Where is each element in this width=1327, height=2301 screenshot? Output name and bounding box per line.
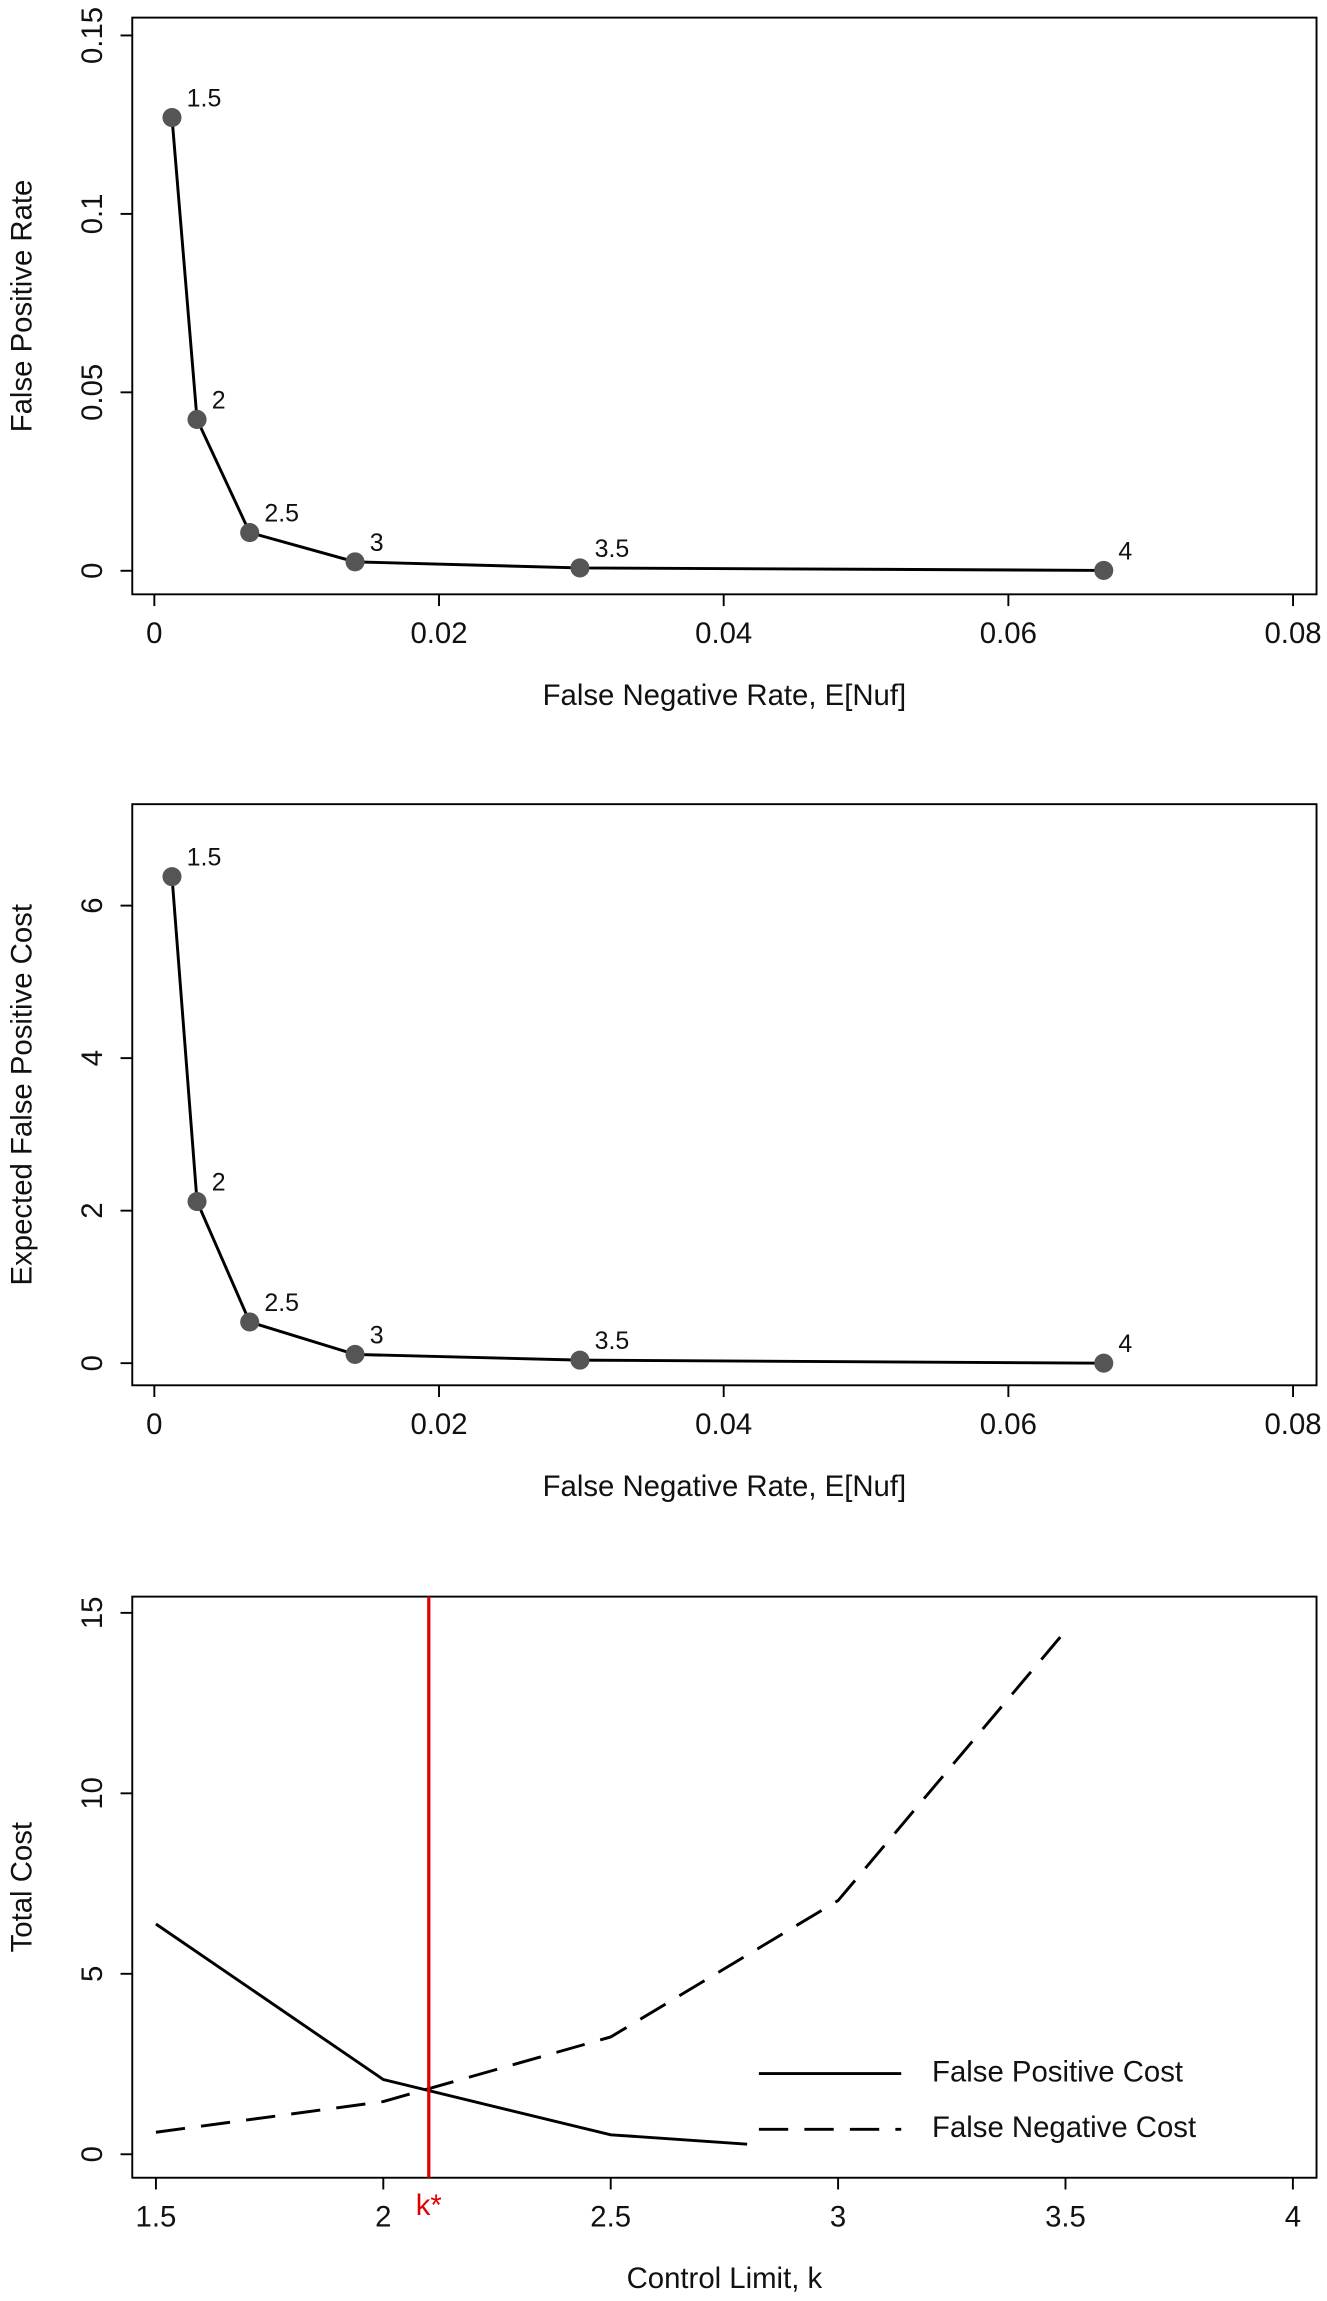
- point-label: 2.5: [264, 500, 299, 528]
- point-label: 3.5: [595, 535, 630, 563]
- point-label: 2: [212, 1168, 226, 1196]
- data-point: [162, 867, 182, 887]
- y-tick-label: 0: [76, 563, 109, 579]
- data-point: [162, 107, 182, 128]
- data-point: [570, 558, 590, 578]
- x-tick-label: 0.02: [410, 617, 467, 650]
- x-tick-label: 0: [146, 1408, 162, 1441]
- data-point: [1094, 1353, 1114, 1373]
- y-axis-label: Total Cost: [5, 1822, 38, 1952]
- y-tick-label: 15: [76, 1597, 109, 1630]
- plot-frame: [131, 803, 1318, 1387]
- legend-label: False Negative Cost: [932, 2111, 1196, 2144]
- y-axis-label: Expected False Positive Cost: [5, 904, 38, 1285]
- x-tick-label: 3: [830, 2201, 846, 2234]
- reference-label: k*: [416, 2189, 442, 2222]
- data-point: [187, 409, 207, 429]
- legend-label: False Positive Cost: [932, 2055, 1183, 2088]
- data-point: [345, 552, 365, 572]
- point-label: 3: [370, 529, 384, 557]
- data-point: [240, 1312, 260, 1332]
- y-tick-label: 0: [76, 1355, 109, 1371]
- y-axis-label: False Positive Rate: [5, 180, 38, 433]
- data-line: [170, 117, 1104, 572]
- x-tick-label: 1.5: [136, 2201, 177, 2234]
- x-tick-label: 2: [375, 2201, 391, 2234]
- x-axis-label: False Negative Rate, E[Nuf]: [543, 1470, 907, 1503]
- y-tick-label: 10: [76, 1777, 109, 1810]
- x-tick-label: 0.06: [980, 617, 1037, 650]
- point-label: 2.5: [264, 1289, 299, 1317]
- y-tick-label: 0: [76, 2146, 109, 2162]
- y-tick-label: 4: [76, 1050, 109, 1066]
- point-label: 2: [212, 386, 226, 414]
- data-line: [155, 1629, 1067, 2134]
- data-point: [187, 1191, 207, 1212]
- data-point: [570, 1350, 590, 1370]
- x-axis-label: Control Limit, k: [627, 2262, 823, 2295]
- y-tick-label: 5: [76, 1966, 109, 1982]
- point-label: 1.5: [187, 844, 222, 872]
- x-tick-label: 4: [1285, 2201, 1301, 2234]
- x-tick-label: 2.5: [590, 2201, 631, 2234]
- x-axis-label: False Negative Rate, E[Nuf]: [543, 679, 907, 712]
- plot-frame: [131, 16, 1318, 596]
- point-label: 4: [1118, 1330, 1132, 1358]
- x-tick-label: 0.04: [695, 1408, 752, 1441]
- x-tick-label: 0: [146, 617, 162, 650]
- y-tick-label: 6: [76, 897, 109, 913]
- x-tick-label: 0.02: [410, 1408, 467, 1441]
- data-point: [1094, 560, 1114, 580]
- point-label: 3: [370, 1321, 384, 1349]
- y-tick-label: 0.15: [76, 7, 109, 64]
- x-tick-label: 0.04: [695, 617, 752, 650]
- point-label: 4: [1118, 537, 1132, 565]
- y-tick-label: 0.1: [76, 194, 109, 235]
- y-tick-label: 2: [76, 1202, 109, 1218]
- x-tick-label: 0.08: [1264, 1408, 1321, 1441]
- data-point: [240, 523, 260, 543]
- point-label: 3.5: [595, 1327, 630, 1355]
- data-line: [170, 876, 1104, 1365]
- point-label: 1.5: [187, 85, 222, 113]
- x-tick-label: 0.06: [980, 1408, 1037, 1441]
- x-tick-label: 3.5: [1045, 2201, 1086, 2234]
- x-tick-label: 0.08: [1264, 617, 1321, 650]
- data-line: [155, 1922, 748, 2146]
- plot-frame: [131, 1595, 1318, 2179]
- y-tick-label: 0.05: [76, 364, 109, 421]
- data-point: [345, 1344, 365, 1364]
